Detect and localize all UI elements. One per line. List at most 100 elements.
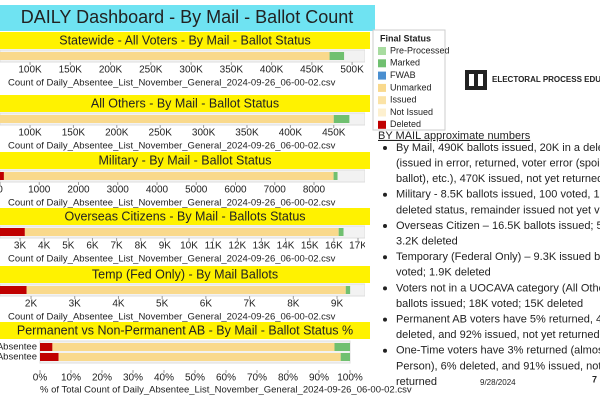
x-tick-label: 5K [62, 241, 75, 252]
bar-segment [52, 343, 335, 351]
chart-header [0, 95, 370, 112]
chart-header [0, 32, 370, 49]
plot: 100K 150K 200K 250K 300K 350K 400K 450K [0, 112, 365, 139]
bullet-dot [383, 224, 387, 228]
x-tick-label: 300K [192, 128, 216, 139]
x-tick-label: 10K [180, 241, 198, 252]
note-line: ballots issued; 18K voted; 15K deleted [396, 298, 583, 310]
note-line: Voters not in a UOCAVA category (All Oth… [396, 282, 600, 294]
logo-icon [469, 74, 474, 86]
x-tick-label: 9K [159, 241, 172, 252]
x-tick-label: 1000 [28, 185, 51, 196]
x-tick-label: 6000 [224, 185, 247, 196]
x-tick-label: 150K [59, 65, 83, 76]
legend-label: Unmarked [390, 82, 432, 92]
dashboard-title: DAILY Dashboard - By Mail - Ballot Count [21, 7, 353, 27]
x-tick-label: 3000 [107, 185, 130, 196]
chart-title: All Others - By Mail - Ballot Status [91, 96, 279, 110]
x-axis-label: Count of Daily_Absentee_List_November_Ge… [8, 198, 336, 209]
x-tick-label: 20% [92, 373, 112, 384]
plot: 0 1000 2000 3000 4000 5000 6000 7000 8000 [0, 169, 365, 196]
note-line: Person), 6% deleted, and 91% issued, not… [396, 360, 600, 372]
x-tick-label: 500K [340, 65, 364, 76]
bullet-dot [383, 192, 387, 197]
legend-label: FWAB [390, 70, 416, 80]
note-line: voted; 1.9K deleted [396, 267, 491, 279]
category-label: Absentee [0, 352, 37, 363]
bar-segment [340, 353, 350, 361]
note-line: Permanent AB voters have 5% returned, 4% [396, 314, 600, 326]
note-line: Overseas Citizen – 16.5K ballots issued;… [396, 220, 600, 232]
date: 9/28/2024 [480, 378, 516, 387]
x-axis-label: % of Total Count of Daily_Absentee_List_… [40, 385, 412, 396]
x-tick-label: 30% [123, 373, 143, 384]
bar-segment [333, 172, 338, 180]
legend-swatch [378, 120, 386, 129]
x-tick-label: 12K [228, 241, 246, 252]
x-tick-label: 200K [99, 65, 123, 76]
chart-title: Overseas Citizens - By Mail - Ballots St… [64, 209, 305, 223]
bar-segment [58, 353, 341, 361]
chart-title: Military - By Mail - Ballot Status [99, 153, 272, 167]
x-tick-label: 8000 [303, 185, 326, 196]
page-number: 7 [592, 374, 597, 384]
x-tick-label: 15K [301, 241, 319, 252]
x-tick-label: 80% [278, 373, 298, 384]
bar-segment [333, 115, 350, 123]
logo-text: ELECTORAL PROCESS EDUCATION [492, 75, 600, 84]
bar-segment [0, 286, 27, 294]
legend-swatch [378, 83, 386, 92]
x-tick-label: 14K [277, 241, 295, 252]
bar-segment [26, 286, 346, 294]
x-tick-label: 250K [149, 128, 173, 139]
legend-swatch [378, 108, 386, 117]
legend-title: Final Status [380, 33, 431, 43]
note-line: By Mail, 490K ballots issued, 20K in a d… [396, 142, 600, 154]
title-bar [0, 5, 375, 31]
bullet-dot [383, 317, 387, 322]
plot: 0% 10% 20% 30% 40% 50% 60% 70% 80% 90% 100% [33, 340, 363, 384]
x-axis-label: Count of Daily_Absentee_List_November_Ge… [8, 78, 336, 89]
bullet-dot [383, 286, 387, 291]
x-tick-label: 6K [200, 299, 213, 310]
bar-segment [329, 52, 345, 60]
chart-header [0, 322, 370, 339]
x-axis-label: Count of Daily_Absentee_List_November_Ge… [8, 312, 336, 323]
chart-title: Statewide - All Voters - By Mail - Ballo… [59, 33, 311, 47]
note-line: One-Time voters have 3% returned (almost [396, 345, 600, 357]
x-tick-label: 200K [105, 128, 129, 139]
bar-segment [345, 286, 351, 294]
x-tick-label: 150K [62, 128, 86, 139]
x-tick-label: 4K [112, 299, 125, 310]
x-tick-label: 90% [309, 373, 329, 384]
x-tick-label: 2K [25, 299, 38, 310]
x-tick-label: 60% [216, 373, 236, 384]
x-tick-label: 100% [337, 373, 363, 384]
x-tick-label: 0% [33, 373, 48, 384]
bar-segment [0, 115, 334, 123]
note-line: (issued in error, returned, voter error … [396, 158, 600, 170]
chart-title: Temp (Fed Only) - By Mail Ballots [92, 267, 278, 281]
x-tick-label: 250K [139, 65, 163, 76]
legend-label: Deleted [390, 119, 421, 129]
x-tick-label: 40% [154, 373, 174, 384]
bar-segment [334, 343, 350, 351]
bar-segment [3, 172, 334, 180]
x-tick-label: 350K [235, 128, 259, 139]
x-tick-label: 17K [349, 241, 367, 252]
bullet-dot [383, 255, 387, 260]
x-tick-label: 10% [61, 373, 81, 384]
note-line: deleted, and 92% issued, not yet returne… [396, 329, 600, 341]
legend-swatch [378, 71, 386, 80]
x-tick-label: 0 [0, 185, 3, 196]
bar-segment [338, 228, 344, 236]
chart-header [0, 152, 370, 169]
x-tick-label: 7K [110, 241, 123, 252]
x-tick-label: 3K [14, 241, 27, 252]
note-line: returned [396, 376, 437, 388]
x-axis-label: Count of Daily_Absentee_List_November_Ge… [8, 141, 336, 152]
plot: 100K 150K 200K 250K 300K 350K 400K 450K 500K [0, 49, 365, 76]
legend-label: Not Issued [390, 107, 433, 117]
legend-swatch [378, 59, 386, 68]
